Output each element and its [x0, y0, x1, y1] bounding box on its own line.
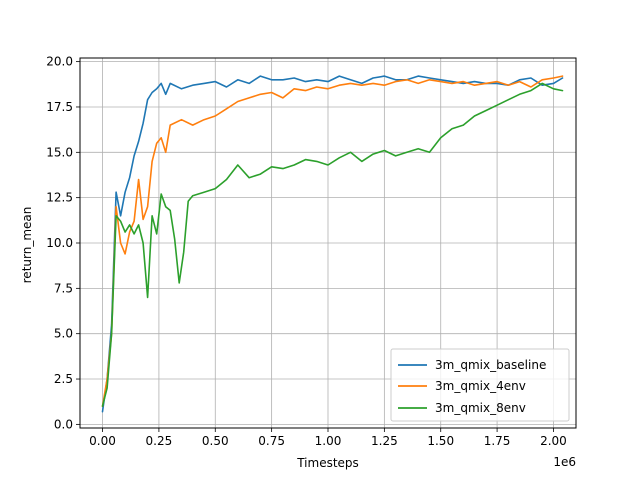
y-tick-label: 2.5: [54, 372, 73, 386]
x-tick-label: 1.75: [484, 434, 511, 448]
y-tick-label: 12.5: [46, 191, 73, 205]
x-tick-label: 1.25: [371, 434, 398, 448]
y-tick-label: 20.0: [46, 55, 73, 69]
y-axis-label: return_mean: [20, 207, 34, 284]
legend-label-4env: 3m_qmix_4env: [435, 379, 526, 393]
y-tick-label: 10.0: [46, 236, 73, 250]
x-tick-label: 0.25: [146, 434, 173, 448]
x-tick-label: 0.00: [89, 434, 116, 448]
series-line-3m_qmix_baseline: [101, 75, 564, 413]
series-lines: [101, 75, 564, 413]
x-axis-offset-label: 1e6: [553, 455, 576, 469]
y-tick-label: 17.5: [46, 100, 73, 114]
x-tick-label: 1.00: [315, 434, 342, 448]
x-tick-label: 0.75: [258, 434, 285, 448]
y-tick-label: 0.0: [54, 417, 73, 431]
x-tick-label: 1.50: [427, 434, 454, 448]
y-tick-label: 7.5: [54, 281, 73, 295]
series-line-3m_qmix_8env: [101, 82, 564, 408]
y-tick-label: 15.0: [46, 145, 73, 159]
legend-label-baseline: 3m_qmix_baseline: [435, 358, 546, 372]
legend-frame: [390, 348, 570, 422]
x-axis-label: Timesteps: [296, 456, 359, 470]
legend-label-8env: 3m_qmix_8env: [435, 401, 526, 415]
y-tick-label: 5.0: [54, 327, 73, 341]
legend: 3m_qmix_baseline 3m_qmix_4env 3m_qmix_8e…: [390, 348, 570, 422]
series-line-3m_qmix_4env: [101, 75, 564, 408]
grid: [80, 58, 576, 428]
x-tick-label: 2.00: [540, 434, 567, 448]
x-tick-label: 0.50: [202, 434, 229, 448]
axis-ticks: 0.00 0.25 0.50 0.75 1.00 1.25 1.50 1.75 2.00 0.0 2…: [46, 55, 567, 448]
